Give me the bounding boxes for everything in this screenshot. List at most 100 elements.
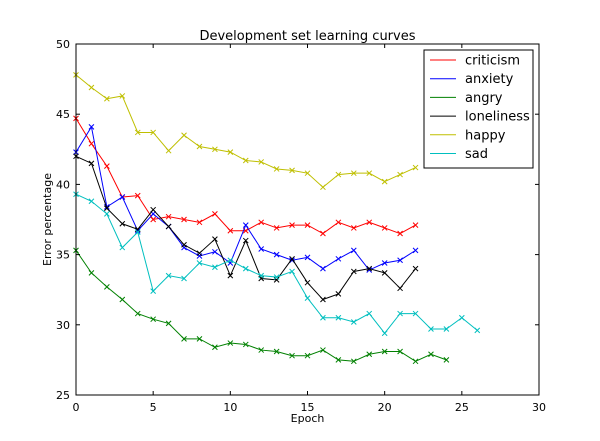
data-point (119, 244, 126, 251)
data-point (474, 327, 481, 334)
data-point (181, 132, 187, 139)
data-point (273, 274, 280, 280)
data-point (304, 170, 311, 177)
data-point (381, 269, 388, 276)
data-point (165, 223, 172, 230)
data-point (412, 310, 419, 317)
data-point (196, 219, 203, 226)
data-point (134, 310, 141, 317)
x-tick-label: 25 (455, 401, 469, 414)
data-point (366, 219, 373, 226)
data-point (320, 184, 326, 191)
data-point (320, 347, 326, 353)
data-point (212, 264, 218, 271)
data-point (258, 347, 265, 353)
data-point (88, 269, 95, 276)
data-point (242, 222, 249, 228)
data-point (320, 265, 326, 272)
data-point (196, 260, 203, 266)
series-line-anxiety (75, 125, 416, 271)
legend-box (423, 49, 534, 169)
legend-item-happy: happy (430, 128, 506, 143)
data-point (304, 279, 311, 286)
data-point (320, 314, 326, 321)
legend-label: loneliness (465, 110, 530, 125)
data-point (258, 219, 265, 226)
data-point (397, 230, 403, 237)
data-point (196, 250, 203, 257)
data-point (134, 129, 141, 136)
data-point (412, 358, 419, 365)
y-axis-label: Error percentage (41, 173, 54, 266)
legend-label: criticism (465, 54, 520, 69)
data-point (242, 265, 249, 272)
x-tick-label: 20 (378, 401, 392, 414)
x-tick-label: 15 (301, 401, 315, 414)
data-point (119, 296, 126, 303)
series-anxiety (73, 123, 419, 273)
legend-item-anxiety: anxiety (430, 72, 514, 87)
data-point (381, 178, 388, 185)
data-point (212, 211, 218, 217)
data-point (397, 257, 403, 264)
legend-label: anxiety (465, 72, 514, 87)
data-point (104, 95, 110, 102)
data-point (397, 310, 403, 317)
data-point (119, 93, 126, 99)
data-point (227, 149, 234, 155)
data-point (320, 230, 326, 237)
y-tick-label: 35 (56, 249, 70, 262)
data-point (304, 254, 311, 261)
y-tick-label: 45 (56, 108, 70, 121)
series-line-criticism (75, 118, 416, 235)
data-point (458, 314, 465, 321)
data-point (212, 344, 218, 351)
data-point (242, 341, 249, 348)
data-point (381, 260, 388, 266)
data-point (150, 288, 157, 294)
data-point (104, 205, 110, 212)
data-point (181, 335, 187, 342)
chart-title: Development set learning curves (199, 29, 415, 44)
data-point (119, 220, 126, 227)
series-loneliness (73, 153, 419, 303)
series-happy (73, 72, 419, 191)
data-point (119, 194, 126, 200)
data-point (165, 272, 172, 279)
legend: criticism anxiety angry loneliness happy sad (423, 49, 534, 169)
data-point (273, 251, 280, 258)
series-line-angry (75, 250, 447, 362)
y-tick-label: 50 (56, 38, 70, 51)
data-point (412, 265, 419, 272)
data-point (227, 340, 234, 346)
data-point (273, 348, 280, 355)
data-point (273, 166, 280, 172)
data-point (443, 326, 450, 332)
data-point (381, 330, 388, 337)
data-point (381, 225, 388, 231)
x-tick-label: 30 (532, 401, 546, 414)
data-point (150, 206, 157, 213)
data-point (335, 357, 342, 363)
data-point (335, 171, 342, 178)
data-point (428, 351, 434, 358)
data-point (366, 265, 373, 272)
data-point (227, 257, 234, 264)
data-point (196, 335, 203, 342)
data-point (350, 247, 357, 254)
data-point (335, 314, 342, 321)
data-point (304, 352, 311, 359)
data-point (304, 222, 311, 228)
data-point (335, 219, 342, 226)
data-point (304, 295, 311, 301)
data-point (289, 268, 295, 275)
data-point (181, 241, 187, 248)
y-tick-label: 25 (56, 389, 70, 402)
data-point (335, 255, 342, 262)
data-point (212, 248, 218, 255)
y-axis: 25 30 35 40 45 50 (56, 38, 539, 402)
legend-item-loneliness: loneliness (430, 110, 530, 125)
data-point (289, 167, 295, 174)
data-point (273, 225, 280, 231)
